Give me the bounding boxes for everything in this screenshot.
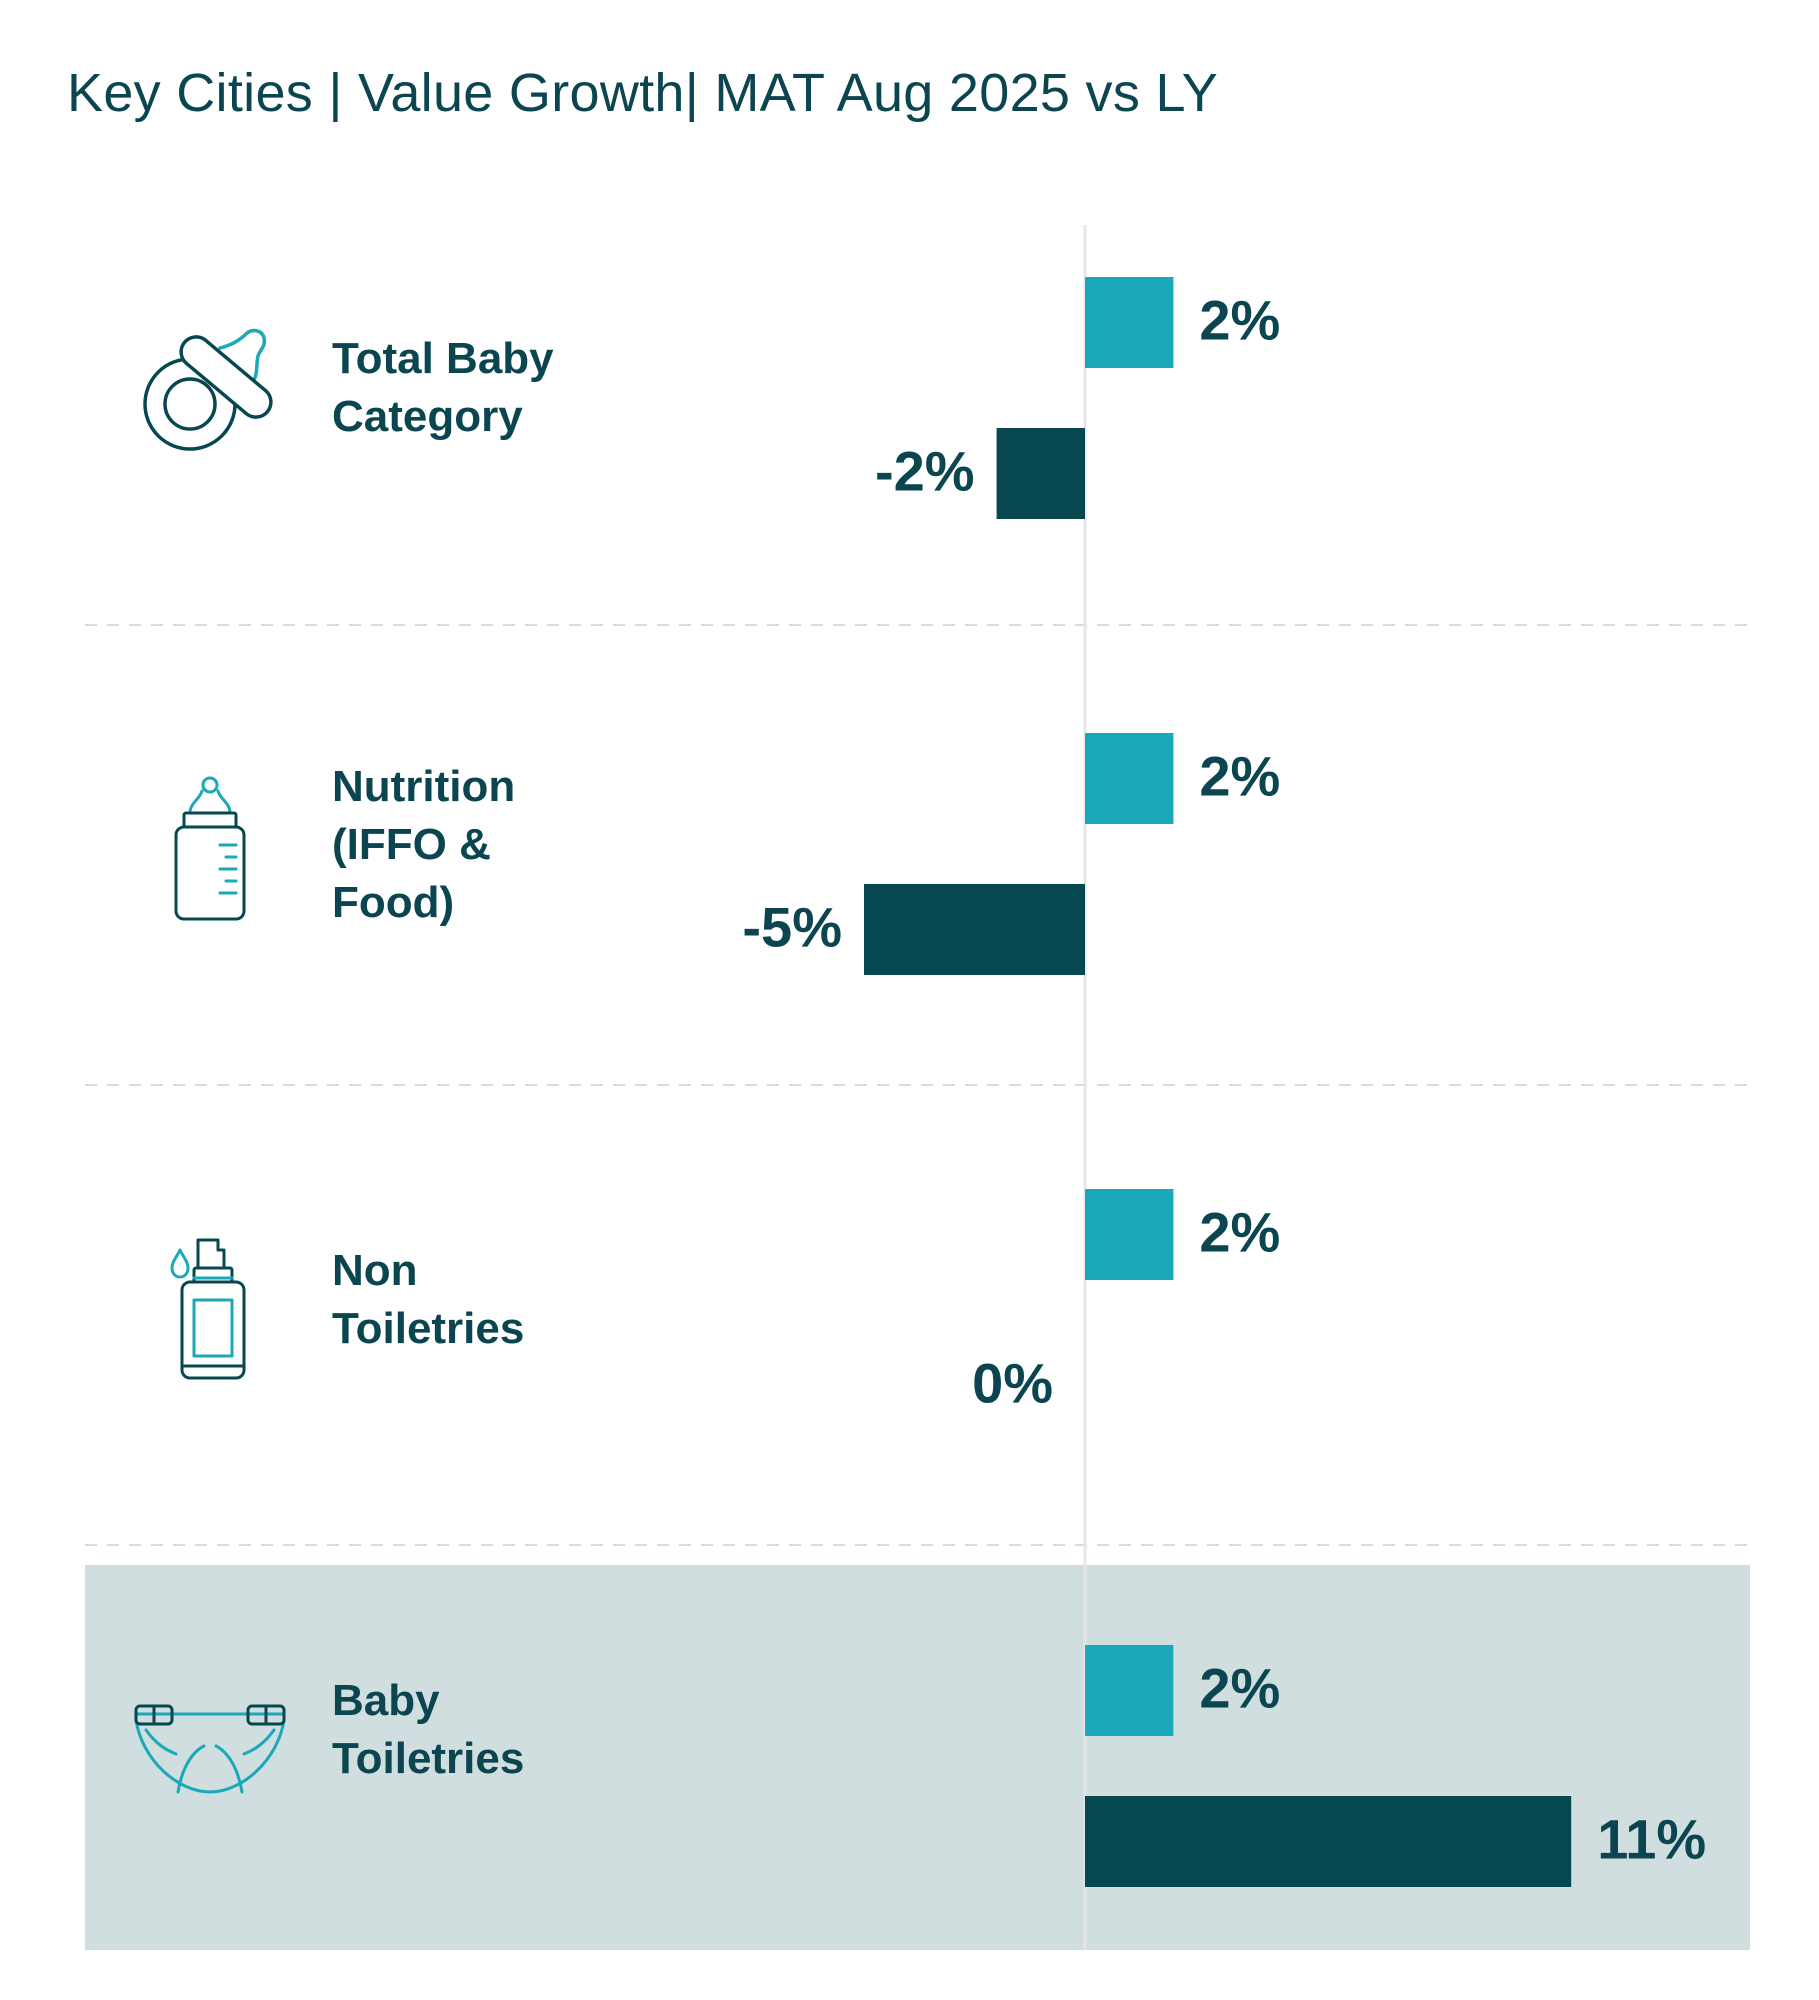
value-label: 2%	[1199, 289, 1280, 352]
value-label: 2%	[1199, 1201, 1280, 1264]
category-label-line: Category	[332, 392, 523, 441]
bar-light	[1085, 733, 1174, 824]
value-label: 11%	[1597, 1808, 1706, 1871]
category-label-line: Total Baby	[332, 334, 554, 383]
bar-light	[1085, 1645, 1174, 1736]
bar-light	[1085, 1189, 1174, 1280]
category-label-line: Baby	[332, 1676, 440, 1725]
chart-title: Key Cities | Value Growth| MAT Aug 2025 …	[67, 63, 1219, 123]
baby-bottle-icon	[170, 775, 250, 928]
value-label: -2%	[875, 440, 975, 503]
category-label: Nutrition (IFFO & Food)	[332, 758, 515, 932]
category-label-line: Toiletries	[332, 1734, 525, 1783]
category-label-line: Food)	[332, 878, 455, 927]
pacifier-icon	[142, 322, 280, 459]
category-label-line: Non	[332, 1246, 418, 1295]
bar-light	[1085, 277, 1174, 368]
category-label: Total Baby Category	[332, 330, 554, 446]
category-label-line: Toiletries	[332, 1304, 525, 1353]
category-label: Baby Toiletries	[332, 1672, 524, 1788]
value-label: 2%	[1199, 1657, 1280, 1720]
diaper-icon	[132, 1700, 288, 1801]
bar-dark	[996, 428, 1085, 519]
value-label: 0%	[972, 1352, 1053, 1415]
bar-dark	[1085, 1796, 1572, 1887]
lotion-pump-bottle-icon	[168, 1234, 256, 1391]
category-label-line: Nutrition	[332, 762, 516, 811]
category-label: Non Toiletries	[332, 1242, 524, 1358]
bar-dark	[864, 884, 1085, 975]
value-label: 2%	[1199, 745, 1280, 808]
category-label-line: (IFFO &	[332, 820, 491, 869]
value-label: -5%	[742, 896, 842, 959]
